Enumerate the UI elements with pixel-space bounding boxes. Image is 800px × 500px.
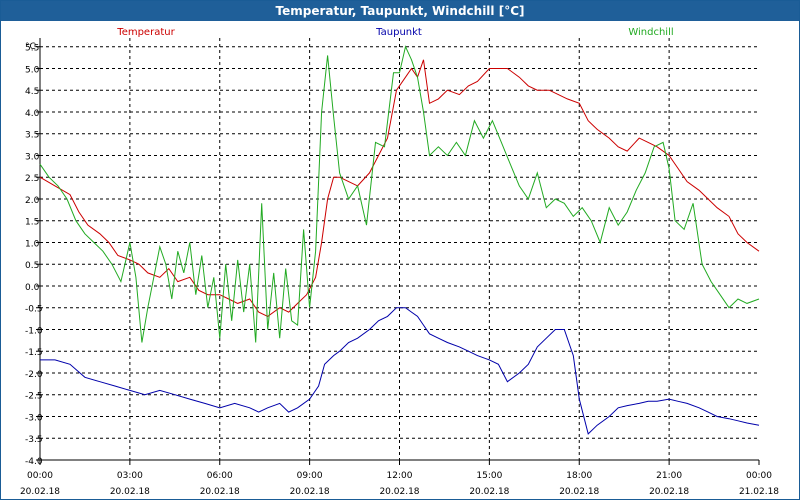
legend-windchill: Windchill — [628, 27, 673, 38]
x-tick-time: 06:00 — [207, 471, 233, 481]
x-tick-time: 00:00 — [27, 471, 53, 481]
x-tick-date: 20.02.18 — [290, 487, 330, 497]
y-tick-label: 3.5 — [25, 131, 39, 141]
x-tick-time: 00:00 — [746, 471, 772, 481]
legend-temperatur: Temperatur — [116, 27, 175, 38]
x-tick-date: 20.02.18 — [110, 487, 150, 497]
y-tick-label: 2.5 — [25, 174, 39, 184]
x-tick-time: 15:00 — [476, 471, 502, 481]
y-tick-label: -1.0 — [25, 326, 43, 336]
x-tick-date: 20.02.18 — [200, 487, 240, 497]
y-tick-label: 5.0 — [25, 65, 40, 75]
x-tick-date: 20.02.18 — [559, 487, 599, 497]
series-line-temperatur — [39, 59, 760, 317]
y-tick-label: 5.5 — [25, 44, 39, 54]
y-tick-label: 0.0 — [25, 283, 40, 293]
x-tick-date: 20.02.18 — [469, 487, 509, 497]
x-tick-date: 20.02.18 — [649, 487, 689, 497]
legend-taupunkt: Taupunkt — [375, 27, 422, 38]
x-tick-time: 21:00 — [656, 471, 682, 481]
y-tick-label: -2.0 — [25, 370, 43, 380]
y-tick-label: -3.5 — [25, 435, 43, 445]
x-tick-time: 03:00 — [117, 471, 143, 481]
y-tick-label: -3.0 — [25, 413, 43, 423]
y-tick-label: 1.0 — [25, 239, 40, 249]
x-tick-time: 09:00 — [297, 471, 323, 481]
series-line-taupunkt — [40, 307, 760, 435]
y-tick-label: 3.0 — [25, 152, 40, 162]
x-tick-date: 21.02.18 — [739, 487, 779, 497]
y-tick-label: 4.0 — [25, 109, 40, 119]
y-tick-label: 4.5 — [25, 87, 39, 97]
series-line-windchill — [39, 45, 760, 343]
x-tick-time: 12:00 — [387, 471, 413, 481]
window-title: Temperatur, Taupunkt, Windchill [°C] — [1, 1, 799, 21]
y-tick-label: 0.5 — [25, 261, 39, 271]
y-tick-label: 1.5 — [25, 218, 39, 228]
x-tick-date: 20.02.18 — [379, 487, 419, 497]
y-tick-label: -2.5 — [25, 392, 43, 402]
chart-area: 5.5 5.0 4.5 4.0 3.5 3.0 2.5 2.0 1.5 1.0 0.5 0.0 -0.5… — [20, 27, 779, 497]
y-axis-unit: °C — [25, 42, 36, 52]
y-tick-label: 2.0 — [25, 196, 40, 206]
y-tick-label: -0.5 — [25, 305, 43, 315]
x-tick-date: 20.02.18 — [20, 487, 60, 497]
x-tick-time: 18:00 — [566, 471, 592, 481]
y-tick-label: -4.0 — [25, 457, 43, 467]
y-tick-label: -1.5 — [25, 348, 43, 358]
